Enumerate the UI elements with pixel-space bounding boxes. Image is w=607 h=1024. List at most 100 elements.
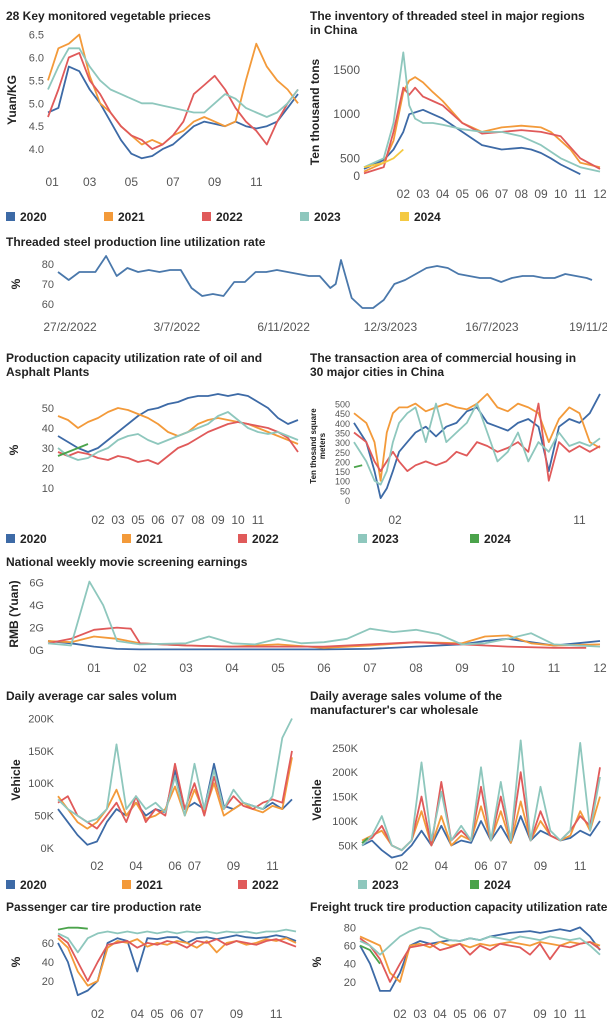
- oil-series-2023: [57, 411, 299, 461]
- oil-xtick: 07: [171, 513, 185, 527]
- ftire-series-2024: [359, 944, 381, 965]
- ptire-series-2023: [57, 928, 297, 954]
- wholesale-series-2024: [361, 837, 369, 844]
- legend-label-2024: 2024: [414, 210, 441, 224]
- ftire-xtick: 10: [553, 1007, 567, 1021]
- carsales-xtick: 02: [90, 859, 104, 873]
- legend-label-2022: 2022: [252, 878, 279, 892]
- movie-series-2020: [47, 637, 601, 651]
- carsales-ytick: 150K: [28, 746, 54, 758]
- wholesale-xtick: 02: [395, 859, 409, 873]
- ptire-series-2020: [57, 934, 297, 997]
- housing-ytick: 400: [335, 419, 350, 429]
- ptire-ylabel: %: [9, 956, 23, 967]
- util-ytick: 60: [42, 299, 54, 311]
- wholesale-xtick: 04: [435, 859, 449, 873]
- housing-ytick: 0: [345, 496, 350, 506]
- oil-title: Asphalt Plants: [6, 365, 90, 379]
- legend-swatch-2024: [400, 212, 409, 221]
- movie-xtick: 08: [409, 661, 423, 675]
- util-xtick: 19/11/2023: [569, 320, 607, 334]
- ftire-title: Freight truck tire production capacity u…: [310, 900, 607, 914]
- veg-series-2023: [47, 47, 299, 118]
- legend-label-2021: 2021: [136, 532, 163, 546]
- wholesale-xtick: 11: [574, 859, 587, 873]
- legend-label-2024: 2024: [484, 532, 511, 546]
- veg-xtick: 09: [208, 175, 222, 189]
- veg-ytick: 5.5: [29, 75, 44, 87]
- inv-xtick: 11: [574, 187, 587, 201]
- carsales-xtick: 09: [227, 859, 241, 873]
- inv-ytick: 0: [353, 169, 360, 183]
- ftire-ytick: 20: [344, 977, 356, 989]
- housing-ytick: 450: [335, 409, 350, 419]
- inv-title: in China: [310, 23, 358, 37]
- wholesale-title: manufacturer's car wholesale: [310, 703, 479, 717]
- veg-xtick: 03: [83, 175, 97, 189]
- wholesale-xtick: 09: [534, 859, 548, 873]
- ptire-series-2024: [57, 926, 88, 931]
- oil-xtick: 02: [91, 513, 105, 527]
- oil-ytick: 50: [42, 403, 54, 415]
- inv-series-2024_inv: [363, 148, 404, 169]
- legend-swatch-2022: [202, 212, 211, 221]
- movie-series-2022: [47, 626, 587, 649]
- oil-xtick: 06: [151, 513, 165, 527]
- inv-xtick: 07: [495, 187, 509, 201]
- ptire-xtick: 09: [230, 1007, 244, 1021]
- housing-series-2021: [353, 392, 601, 482]
- legend-swatch-2024: [470, 534, 479, 543]
- veg-xtick: 01: [45, 175, 59, 189]
- movie-series-2021: [47, 634, 601, 649]
- inv-xtick: 10: [554, 187, 568, 201]
- legend-swatch-2022: [238, 880, 247, 889]
- housing-title: The transaction area of commercial housi…: [310, 351, 576, 365]
- inv-ytick: 1000: [333, 107, 360, 121]
- veg-ytick: 6.0: [29, 52, 44, 64]
- ftire-series-2020: [359, 926, 601, 992]
- carsales-title: Daily average car sales volum: [6, 689, 177, 703]
- ftire-xtick: 05: [453, 1007, 467, 1021]
- ftire-xtick: 02: [393, 1007, 407, 1021]
- legend-swatch-2023: [358, 534, 367, 543]
- housing-ytick: 300: [335, 438, 350, 448]
- oil-series-2020: [57, 393, 299, 453]
- ftire-xtick: 04: [433, 1007, 447, 1021]
- movie-ytick: 0G: [29, 645, 44, 657]
- util-xtick: 3/7/2022: [153, 320, 200, 334]
- util-ylabel: %: [9, 278, 23, 289]
- veg-title: 28 Key monitored vegetable prieces: [6, 9, 211, 23]
- inv-ytick: 1500: [333, 63, 360, 77]
- ptire-xtick: 07: [190, 1007, 204, 1021]
- housing-ytick: 50: [340, 486, 350, 496]
- legend-label-2023: 2023: [372, 878, 399, 892]
- veg-ytick: 5.0: [29, 98, 44, 110]
- oil-xtick: 09: [211, 513, 225, 527]
- inv-ytick: 500: [340, 151, 360, 165]
- legend-swatch-2021: [122, 534, 131, 543]
- movie-xtick: 03: [179, 661, 193, 675]
- ptire-xtick: 11: [270, 1007, 283, 1021]
- ftire-ytick: 40: [344, 959, 356, 971]
- veg-ylabel: Yuan/KG: [5, 75, 19, 125]
- inv-xtick: 09: [534, 187, 548, 201]
- util-xtick: 6/11/2022: [257, 320, 310, 334]
- ptire-xtick: 02: [91, 1007, 105, 1021]
- inv-xtick: 06: [475, 187, 489, 201]
- util-ytick: 70: [42, 279, 54, 291]
- util-xtick: 16/7/2023: [465, 320, 519, 334]
- oil-xtick: 05: [131, 513, 145, 527]
- wholesale-series-2023: [361, 739, 601, 852]
- housing-ytick: 350: [335, 429, 350, 439]
- oil-xtick: 10: [231, 513, 245, 527]
- veg-ytick: 6.5: [29, 30, 44, 42]
- util-ytick: 80: [42, 259, 54, 271]
- movie-xtick: 01: [87, 661, 101, 675]
- veg-xtick: 05: [125, 175, 139, 189]
- inv-xtick: 02: [397, 187, 411, 201]
- ptire-series-2021: [57, 937, 297, 987]
- ptire-xtick: 05: [150, 1007, 164, 1021]
- veg-xtick: 07: [166, 175, 180, 189]
- movie-ytick: 6G: [29, 578, 44, 590]
- movie-ytick: 4G: [29, 600, 44, 612]
